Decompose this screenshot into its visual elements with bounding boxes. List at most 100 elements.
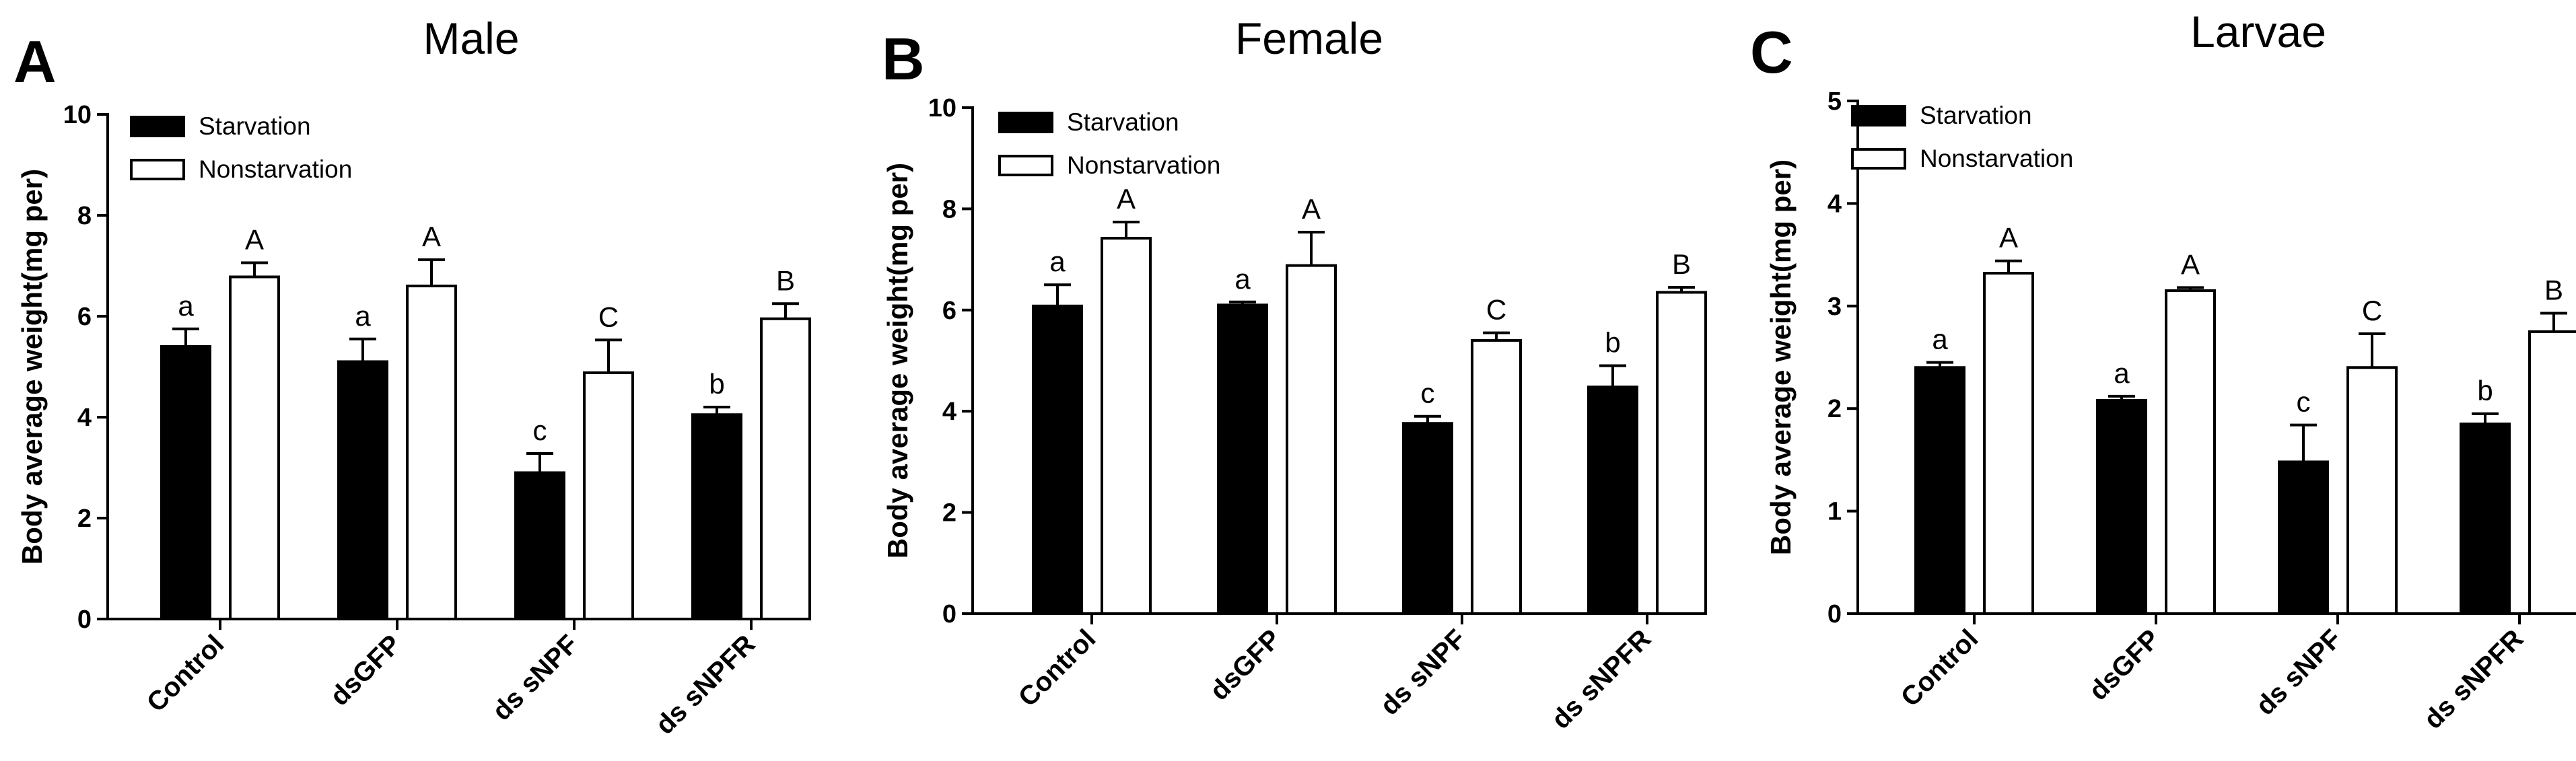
bar-nonstarvation-control: [1101, 237, 1152, 615]
bar-starvation-ds-snpf: [514, 471, 565, 620]
x-tick-label: ds sNPF: [1374, 624, 1471, 721]
x-tick-label: Control: [141, 629, 230, 718]
y-axis-label: Body average weight(mg per): [882, 163, 913, 558]
y-axis-label: Body average weight(mg per): [1765, 159, 1797, 555]
x-tick-label: Control: [1013, 624, 1102, 713]
y-tick-label: 6: [77, 303, 92, 331]
legend-swatch-nonstarvation: [1851, 148, 1906, 170]
y-axis-label: Body average weight(mg per): [16, 169, 48, 565]
y-tick-label: 10: [928, 94, 956, 122]
y-tick-label: 2: [1827, 395, 1842, 423]
legend-swatch-starvation: [1851, 105, 1906, 126]
bar-nonstarvation-dsgfp: [1286, 264, 1337, 615]
y-tick-label: 5: [1827, 87, 1842, 116]
bar-nonstarvation-control: [229, 275, 280, 620]
legend-label: Nonstarvation: [1920, 145, 2073, 172]
panel-letter: B: [882, 26, 925, 92]
y-tick-label: 8: [942, 195, 956, 223]
significance-label: c: [2297, 386, 2311, 418]
y-tick-label: 0: [1827, 600, 1842, 628]
significance-label: B: [1672, 248, 1691, 280]
bar-nonstarvation-ds-snpfr: [760, 317, 811, 620]
x-tick-label: Control: [1895, 624, 1984, 713]
bar-nonstarvation-dsgfp: [406, 285, 457, 620]
significance-label: c: [533, 414, 547, 446]
bar-nonstarvation-ds-snpfr: [2528, 330, 2576, 615]
y-tick-label: 4: [942, 398, 956, 426]
significance-label: A: [1117, 183, 1136, 215]
bar-nonstarvation-ds-snpfr: [1656, 291, 1707, 615]
significance-label: a: [1049, 246, 1066, 277]
bar-nonstarvation-ds-snpf: [1471, 338, 1522, 615]
bar-starvation-dsgfp: [337, 360, 388, 620]
y-tick-label: 8: [77, 202, 92, 230]
y-tick-label: 1: [1827, 498, 1842, 526]
y-tick-label: 4: [77, 404, 92, 432]
significance-label: a: [2114, 357, 2130, 389]
x-tick-label: ds sNPFR: [1546, 624, 1657, 735]
significance-label: C: [598, 301, 619, 332]
significance-label: a: [1932, 324, 1948, 355]
bar-starvation-dsgfp: [2096, 399, 2147, 615]
panel-letter: A: [13, 28, 57, 95]
bar-starvation-ds-snpf: [1402, 422, 1453, 615]
y-tick-label: 10: [63, 101, 92, 129]
y-tick-label: 4: [1827, 190, 1842, 218]
significance-label: b: [2477, 375, 2493, 406]
significance-label: c: [1421, 377, 1435, 409]
legend-label: Starvation: [1067, 108, 1179, 136]
bar-nonstarvation-ds-snpf: [583, 371, 634, 620]
bar-starvation-control: [160, 345, 211, 620]
bar-nonstarvation-ds-snpf: [2346, 366, 2398, 615]
significance-label: a: [1234, 263, 1251, 295]
significance-label: A: [1302, 193, 1321, 225]
bar-starvation-ds-snpf: [2278, 460, 2329, 615]
legend-label: Starvation: [1920, 102, 2032, 129]
significance-label: B: [2544, 274, 2563, 305]
bar-starvation-control: [1032, 304, 1083, 615]
x-tick-label: ds sNPF: [487, 629, 584, 726]
significance-label: C: [2362, 295, 2382, 326]
y-tick-label: 3: [1827, 293, 1842, 321]
legend-label: Starvation: [199, 112, 311, 140]
bar-starvation-dsgfp: [1217, 303, 1268, 615]
chart-panel-b: B Female Body average weight(mg per) 0 2 4 6 8 1…: [882, 13, 1707, 735]
significance-label: A: [422, 221, 441, 252]
significance-label: C: [1486, 294, 1506, 326]
significance-label: A: [1999, 222, 2018, 254]
significance-label: a: [178, 290, 194, 322]
legend-label: Nonstarvation: [1067, 151, 1220, 179]
legend-swatch-nonstarvation: [998, 155, 1053, 176]
x-tick-label: dsGFP: [2083, 624, 2165, 706]
panel-letter: C: [1750, 19, 1793, 85]
x-tick-label: dsGFP: [324, 629, 407, 711]
y-tick-label: 2: [942, 499, 956, 528]
significance-label: a: [355, 300, 371, 332]
significance-label: B: [776, 264, 795, 296]
chart-title: Larvae: [2190, 7, 2326, 57]
chart-panel-c: C Larvae Body average weight(mg per) 0 1 2 3 4 5…: [1750, 7, 2576, 735]
legend-swatch-nonstarvation: [130, 159, 185, 180]
x-tick-label: ds sNPFR: [650, 629, 761, 740]
legend-label: Nonstarvation: [199, 155, 352, 183]
legend-swatch-starvation: [130, 116, 185, 137]
bar-nonstarvation-control: [1983, 272, 2034, 615]
x-tick-label: ds sNPF: [2250, 624, 2347, 721]
bar-nonstarvation-dsgfp: [2165, 289, 2216, 615]
chart-title: Female: [1235, 13, 1383, 63]
bar-starvation-ds-snpfr: [2460, 423, 2511, 615]
bar-starvation-ds-snpfr: [1587, 386, 1638, 615]
x-tick-label: ds sNPFR: [2418, 624, 2530, 735]
chart-panel-a: A Male Body average weight(mg per) 0 2 4 6 8 10 C…: [13, 13, 811, 740]
y-tick-label: 0: [942, 600, 956, 628]
y-tick-label: 2: [77, 505, 92, 533]
x-tick-label: dsGFP: [1204, 624, 1286, 706]
significance-label: A: [245, 224, 264, 256]
bar-starvation-control: [1914, 366, 1965, 615]
significance-label: b: [709, 368, 724, 400]
chart-title: Male: [423, 13, 519, 63]
significance-label: A: [2181, 248, 2200, 280]
bar-starvation-ds-snpfr: [691, 413, 742, 620]
y-tick-label: 6: [942, 297, 956, 325]
